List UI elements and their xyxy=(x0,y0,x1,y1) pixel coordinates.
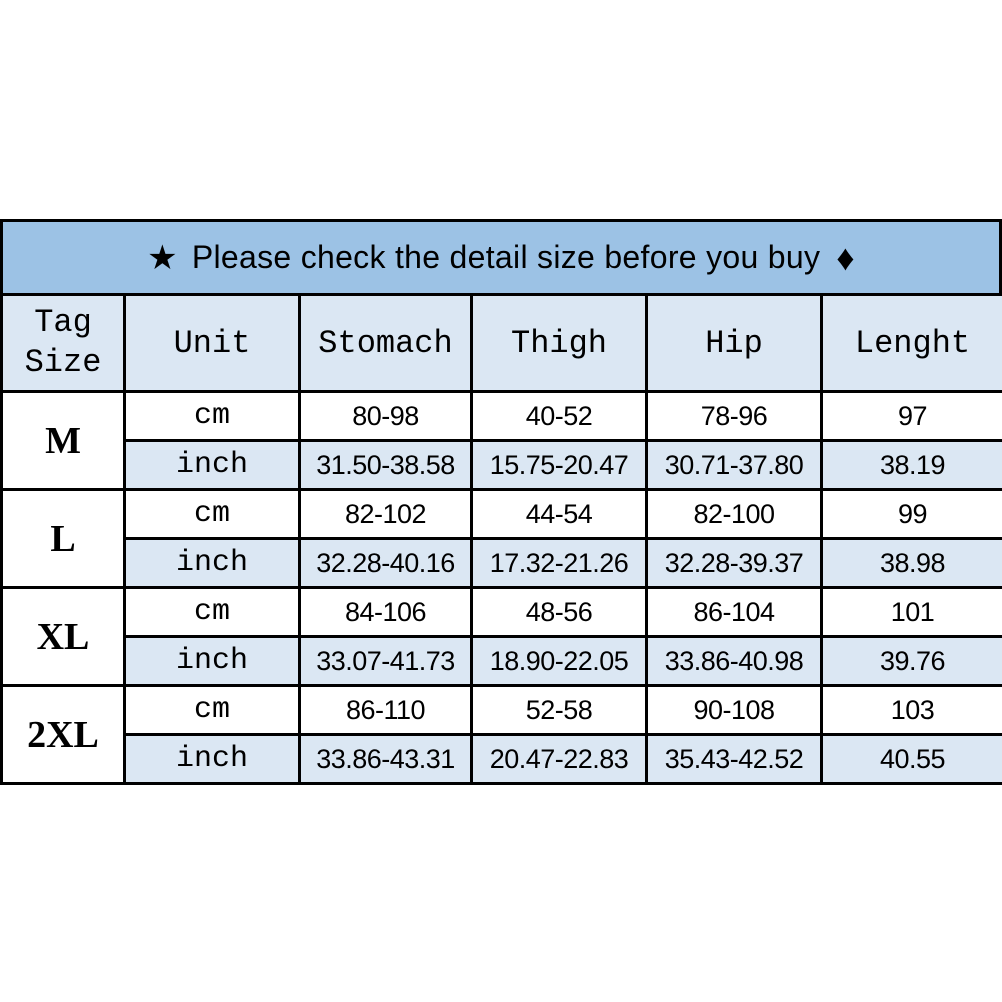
row-2xl-inch: inch 33.86-43.31 20.47-22.83 35.43-42.52… xyxy=(2,733,1002,785)
value-cell: 33.86-43.31 xyxy=(298,733,473,785)
value-cell: 31.50-38.58 xyxy=(298,439,473,491)
header-cell-lenght: Lenght xyxy=(820,293,1002,393)
row-l-inch: inch 32.28-40.16 17.32-21.26 32.28-39.37… xyxy=(2,537,1002,589)
value-cell: 101 xyxy=(820,586,1002,638)
value-cell: 20.47-22.83 xyxy=(470,733,648,785)
header-cell-unit: Unit xyxy=(123,293,301,393)
value-cell: 78-96 xyxy=(645,390,823,442)
value-cell: 80-98 xyxy=(298,390,473,442)
value-cell: 17.32-21.26 xyxy=(470,537,648,589)
value-cell: 38.19 xyxy=(820,439,1002,491)
unit-cell: cm xyxy=(123,586,301,638)
value-cell: 48-56 xyxy=(470,586,648,638)
unit-cell: inch xyxy=(123,439,301,491)
value-cell: 39.76 xyxy=(820,635,1002,687)
header-cell-tag-size: Tag Size xyxy=(0,293,126,393)
header-cell-thigh: Thigh xyxy=(470,293,648,393)
value-cell: 15.75-20.47 xyxy=(470,439,648,491)
header-tag-line2: Size xyxy=(24,344,102,381)
value-cell: 82-100 xyxy=(645,488,823,540)
header-cell-stomach: Stomach xyxy=(298,293,473,393)
value-cell: 32.28-39.37 xyxy=(645,537,823,589)
value-cell: 40.55 xyxy=(820,733,1002,785)
value-cell: 33.86-40.98 xyxy=(645,635,823,687)
value-cell: 38.98 xyxy=(820,537,1002,589)
value-cell: 35.43-42.52 xyxy=(645,733,823,785)
value-cell: 44-54 xyxy=(470,488,648,540)
row-xl-cm: XL cm 84-106 48-56 86-104 101 xyxy=(0,586,1002,687)
row-m-cm: M cm 80-98 40-52 78-96 97 xyxy=(0,390,1002,491)
unit-cell: inch xyxy=(123,635,301,687)
row-xl-inch: inch 33.07-41.73 18.90-22.05 33.86-40.98… xyxy=(2,635,1002,687)
value-cell: 52-58 xyxy=(470,684,648,736)
size-cell: M xyxy=(0,390,126,491)
diamond-icon: ♦ xyxy=(836,236,855,278)
size-chart-table: Tag Size Unit Stomach Thigh Hip Lenght M… xyxy=(0,293,1002,785)
value-cell: 40-52 xyxy=(470,390,648,442)
value-cell: 103 xyxy=(820,684,1002,736)
notice-banner: ★ Please check the detail size before yo… xyxy=(0,219,1002,293)
value-cell: 99 xyxy=(820,488,1002,540)
header-tag-line1: Tag xyxy=(34,304,92,341)
value-cell: 82-102 xyxy=(298,488,473,540)
header-row: Tag Size Unit Stomach Thigh Hip Lenght xyxy=(0,293,1002,393)
value-cell: 86-104 xyxy=(645,586,823,638)
unit-cell: inch xyxy=(123,537,301,589)
value-cell: 30.71-37.80 xyxy=(645,439,823,491)
row-l-cm: L cm 82-102 44-54 82-100 99 xyxy=(0,488,1002,589)
value-cell: 90-108 xyxy=(645,684,823,736)
header-cell-hip: Hip xyxy=(645,293,823,393)
size-cell: L xyxy=(0,488,126,589)
value-cell: 32.28-40.16 xyxy=(298,537,473,589)
star-icon: ★ xyxy=(147,238,178,277)
unit-cell: inch xyxy=(123,733,301,785)
row-m-inch: inch 31.50-38.58 15.75-20.47 30.71-37.80… xyxy=(2,439,1002,491)
value-cell: 84-106 xyxy=(298,586,473,638)
unit-cell: cm xyxy=(123,488,301,540)
value-cell: 18.90-22.05 xyxy=(470,635,648,687)
unit-cell: cm xyxy=(123,390,301,442)
row-2xl-cm: 2XL cm 86-110 52-58 90-108 103 xyxy=(0,684,1002,785)
unit-cell: cm xyxy=(123,684,301,736)
value-cell: 97 xyxy=(820,390,1002,442)
notice-banner-text: Please check the detail size before you … xyxy=(191,239,821,275)
size-cell: 2XL xyxy=(0,684,126,785)
size-chart-sheet: ★ Please check the detail size before yo… xyxy=(0,219,1002,785)
value-cell: 33.07-41.73 xyxy=(298,635,473,687)
size-cell: XL xyxy=(0,586,126,687)
value-cell: 86-110 xyxy=(298,684,473,736)
